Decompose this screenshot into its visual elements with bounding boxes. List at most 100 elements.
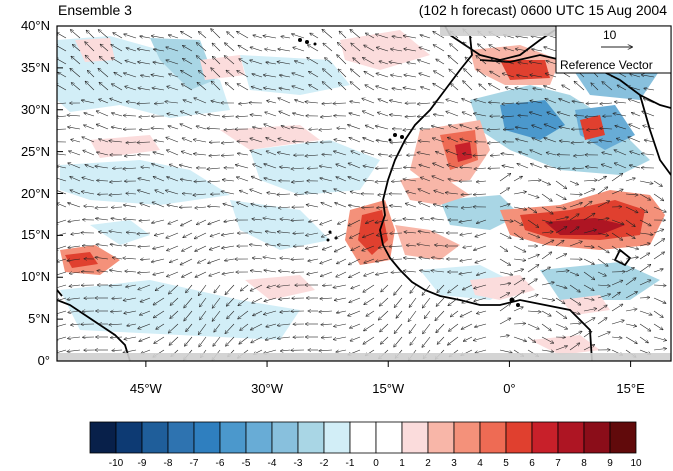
wind-vector <box>306 232 319 236</box>
wind-vector <box>569 203 582 208</box>
wind-vector <box>499 283 511 285</box>
wind-vector <box>57 245 67 250</box>
wind-vector <box>182 245 193 251</box>
wind-vector <box>487 129 501 130</box>
wind-vector <box>348 310 361 316</box>
wind-vector <box>168 126 179 130</box>
wind-vector <box>403 179 417 182</box>
longitude-label: 15°E <box>616 381 645 396</box>
wind-vector <box>322 232 333 237</box>
wind-vector <box>180 258 193 265</box>
wind-vector <box>560 141 571 142</box>
wind-vector <box>583 309 597 312</box>
wind-vector <box>295 61 305 65</box>
wind-vector <box>390 233 403 234</box>
wind-vector <box>513 278 525 286</box>
wind-vector <box>280 75 291 77</box>
wind-vector <box>323 43 333 52</box>
wind-vector <box>532 125 543 130</box>
wind-vector <box>364 45 375 52</box>
wind-vector <box>364 271 375 276</box>
wind-vector <box>473 155 487 156</box>
wind-vector <box>265 112 277 117</box>
wind-vector <box>433 102 445 103</box>
wind-vector <box>541 180 550 185</box>
wind-vector <box>305 155 319 156</box>
wind-vector <box>597 305 607 312</box>
wind-vector <box>653 336 666 341</box>
latitude-label: 5°N <box>28 311 50 327</box>
wind-vector <box>179 165 193 169</box>
wind-vector <box>70 69 81 78</box>
wind-vector <box>308 45 319 52</box>
wind-vector <box>338 69 347 78</box>
wind-vector <box>404 258 417 259</box>
wind-vector <box>499 204 510 208</box>
wind-vector <box>465 57 473 65</box>
wind-vector <box>475 258 487 263</box>
wind-vector <box>502 166 515 169</box>
wind-vector <box>97 152 109 156</box>
wind-vector <box>463 42 473 52</box>
latitude-label: 0° <box>37 353 50 368</box>
wind-vector <box>198 258 207 263</box>
wind-vector <box>499 232 511 238</box>
wind-vector <box>265 49 277 51</box>
wind-vector <box>391 75 403 78</box>
wind-vector <box>555 180 567 189</box>
wind-vector <box>250 189 263 195</box>
wind-vector <box>138 88 151 91</box>
wind-vector <box>418 60 431 65</box>
wind-vector <box>583 189 595 195</box>
wind-vector <box>198 323 207 334</box>
wind-vector <box>320 178 333 182</box>
wind-vector <box>588 142 599 143</box>
wind-vector <box>583 318 595 325</box>
wind-vector <box>611 258 623 263</box>
wind-vector <box>281 126 291 130</box>
wind-vector <box>435 310 445 321</box>
wind-vector <box>350 336 361 341</box>
wind-vector <box>169 284 179 294</box>
wind-vector <box>499 220 513 221</box>
wind-vector <box>376 271 389 275</box>
wind-vector <box>431 218 445 220</box>
wind-vector <box>513 336 526 341</box>
colorbar-swatch <box>219 421 247 454</box>
wind-vector <box>653 323 663 330</box>
wind-vector <box>513 192 526 195</box>
wind-vector <box>264 206 277 207</box>
wind-vector <box>572 101 585 103</box>
wind-vector <box>519 152 529 156</box>
no-data-strip <box>57 353 671 361</box>
wind-vector <box>109 231 123 234</box>
wind-vector <box>474 168 487 169</box>
wind-vector <box>366 219 375 223</box>
wind-vector <box>461 194 473 195</box>
wind-vector <box>153 271 165 275</box>
wind-vector <box>653 239 665 247</box>
wind-vector <box>57 349 67 353</box>
wind-vector <box>96 111 109 117</box>
wind-vector <box>137 103 151 104</box>
wind-vector <box>208 258 221 263</box>
wind-vector <box>433 32 445 39</box>
wind-vector <box>461 323 473 329</box>
wind-vector <box>140 203 151 208</box>
wind-vector <box>85 165 95 169</box>
wind-vector <box>474 245 487 250</box>
wind-vector <box>57 271 67 276</box>
wind-vector <box>339 31 347 39</box>
wind-vector <box>168 219 179 224</box>
wind-vector <box>575 115 585 116</box>
wind-vector <box>474 113 487 117</box>
wind-vector <box>278 98 291 104</box>
wind-vector <box>212 43 221 52</box>
wind-vector <box>530 101 543 104</box>
wind-vector <box>307 271 319 274</box>
wind-vector <box>583 180 597 181</box>
wind-vector <box>597 294 610 299</box>
wind-vector <box>186 284 193 293</box>
wind-vector <box>489 102 501 103</box>
wind-vector <box>541 193 552 201</box>
